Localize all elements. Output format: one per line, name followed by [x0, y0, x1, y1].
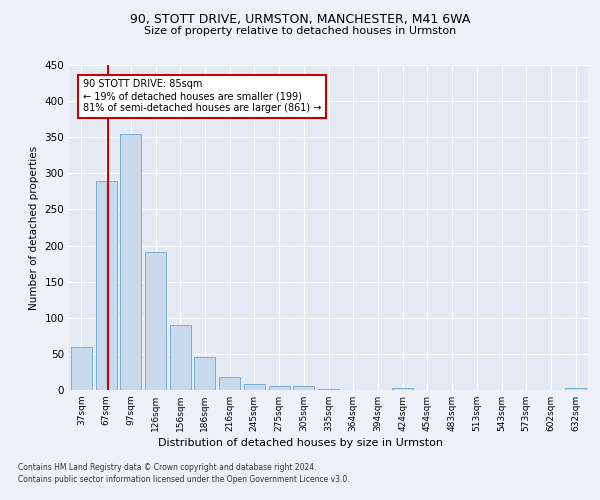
Text: Contains HM Land Registry data © Crown copyright and database right 2024.: Contains HM Land Registry data © Crown c…	[18, 464, 317, 472]
Bar	[565, 388, 586, 390]
Y-axis label: Number of detached properties: Number of detached properties	[29, 146, 39, 310]
Bar	[293, 386, 314, 390]
Text: 90 STOTT DRIVE: 85sqm
← 19% of detached houses are smaller (199)
81% of semi-det: 90 STOTT DRIVE: 85sqm ← 19% of detached …	[83, 80, 321, 112]
Bar	[71, 348, 92, 390]
Bar	[120, 134, 141, 390]
Bar	[269, 386, 290, 390]
Bar	[170, 325, 191, 390]
Bar	[194, 357, 215, 390]
Bar	[95, 182, 116, 390]
Bar	[219, 377, 240, 390]
Text: Size of property relative to detached houses in Urmston: Size of property relative to detached ho…	[144, 26, 456, 36]
Text: Distribution of detached houses by size in Urmston: Distribution of detached houses by size …	[157, 438, 443, 448]
Bar	[244, 384, 265, 390]
Bar	[145, 252, 166, 390]
Bar	[392, 388, 413, 390]
Text: 90, STOTT DRIVE, URMSTON, MANCHESTER, M41 6WA: 90, STOTT DRIVE, URMSTON, MANCHESTER, M4…	[130, 12, 470, 26]
Text: Contains public sector information licensed under the Open Government Licence v3: Contains public sector information licen…	[18, 474, 350, 484]
